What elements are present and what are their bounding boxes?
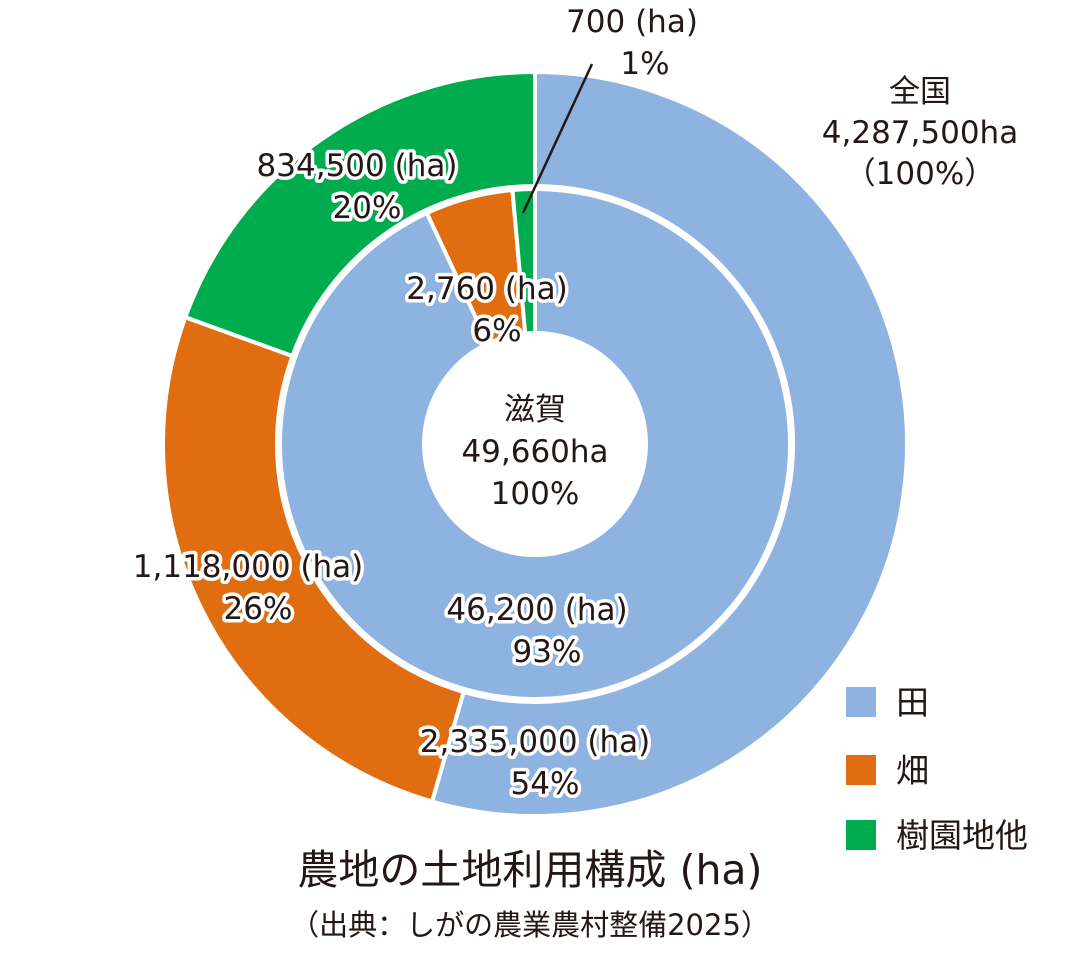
outer-paddy-value-label: 2,335,000 (ha)	[420, 724, 650, 760]
national-total: 4,287,500ha	[822, 115, 1018, 151]
center-total: 49,660ha	[461, 434, 608, 470]
chart-title: 農地の土地利用構成 (ha)	[297, 846, 762, 894]
legend-swatch-orchard	[846, 820, 876, 850]
legend: 田 畑 樹園地他	[846, 683, 1028, 855]
center-name: 滋賀	[504, 392, 566, 428]
outer-ring-national	[161, 69, 909, 818]
inner-orchard-pct-label: 1%	[620, 46, 669, 82]
center-hole	[422, 331, 648, 557]
outer-slice-paddy	[429, 69, 909, 818]
inner-paddy-value-label: 46,200 (ha)	[446, 592, 627, 628]
national-total-pct: （100%）	[845, 156, 996, 192]
inner-ring-shiga	[278, 186, 792, 701]
outer-slice-orchard	[182, 69, 537, 359]
legend-label-orchard: 樹園地他	[896, 816, 1028, 855]
outer-paddy-pct-label: 54%	[511, 766, 580, 802]
inner-orchard-value-label: 700 (ha)	[566, 4, 698, 40]
national-name: 全国	[889, 74, 951, 110]
outer-field-value-label: 1,118,000 (ha)	[133, 549, 363, 585]
outer-orchard-value-label: 834,500 (ha)	[257, 148, 458, 184]
outer-slice-field	[161, 314, 467, 804]
center-total-pct: 100%	[491, 476, 580, 512]
leader-line	[521, 63, 594, 214]
inner-field-value-label: 2,760 (ha)	[406, 271, 567, 307]
legend-label-field: 畑	[896, 751, 929, 790]
outer-field-pct-label: 26%	[224, 591, 293, 627]
legend-label-paddy: 田	[896, 683, 929, 722]
chart-source: （出典：しがの農業農村整備2025）	[290, 908, 770, 942]
outer-orchard-pct-label: 20%	[333, 190, 402, 226]
legend-swatch-field	[846, 755, 876, 785]
inner-field-pct-label: 6%	[472, 313, 521, 349]
inner-paddy-pct-label: 93%	[513, 634, 582, 670]
legend-swatch-paddy	[846, 687, 876, 717]
